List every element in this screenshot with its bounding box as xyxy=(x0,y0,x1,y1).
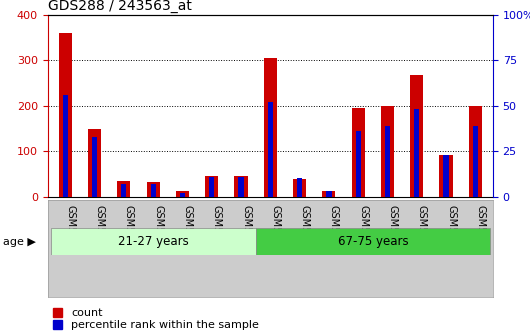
Bar xyxy=(121,184,127,197)
Text: GSM5302: GSM5302 xyxy=(124,205,134,252)
Bar xyxy=(88,129,101,197)
Text: GSM5300: GSM5300 xyxy=(65,205,75,252)
Bar xyxy=(63,95,68,197)
Text: GSM5309: GSM5309 xyxy=(299,205,310,252)
Text: GSM5312: GSM5312 xyxy=(387,205,398,252)
Bar xyxy=(59,33,72,197)
Bar xyxy=(381,106,394,197)
Bar xyxy=(180,193,185,197)
Bar xyxy=(176,191,189,197)
Text: GSM5307: GSM5307 xyxy=(241,205,251,252)
Bar xyxy=(414,110,419,197)
Bar xyxy=(209,177,214,197)
Legend: count, percentile rank within the sample: count, percentile rank within the sample xyxy=(53,308,259,330)
Text: GSM5315: GSM5315 xyxy=(475,205,485,252)
Bar xyxy=(469,106,482,197)
Text: GDS288 / 243563_at: GDS288 / 243563_at xyxy=(48,0,191,13)
Text: GSM5314: GSM5314 xyxy=(446,205,456,252)
Bar xyxy=(356,131,361,197)
Bar xyxy=(385,126,390,197)
Bar xyxy=(473,126,478,197)
Bar xyxy=(264,58,277,197)
Bar xyxy=(255,228,490,255)
Bar xyxy=(151,184,156,197)
Bar xyxy=(444,155,449,197)
Text: GSM5310: GSM5310 xyxy=(329,205,339,252)
Text: GSM5305: GSM5305 xyxy=(182,205,192,252)
Text: GSM5303: GSM5303 xyxy=(153,205,163,252)
Text: GSM5301: GSM5301 xyxy=(94,205,104,252)
Bar xyxy=(238,177,244,197)
Bar xyxy=(234,176,248,197)
Bar xyxy=(351,108,365,197)
Bar xyxy=(51,228,255,255)
Bar xyxy=(410,75,423,197)
Text: GSM5308: GSM5308 xyxy=(270,205,280,252)
Bar xyxy=(297,178,302,197)
Text: 67-75 years: 67-75 years xyxy=(338,236,408,248)
Bar xyxy=(293,179,306,197)
Text: 21-27 years: 21-27 years xyxy=(118,236,189,248)
Bar xyxy=(205,176,218,197)
Bar xyxy=(92,137,97,197)
Text: GSM5311: GSM5311 xyxy=(358,205,368,252)
Bar xyxy=(117,181,130,197)
Text: age ▶: age ▶ xyxy=(3,237,36,247)
Bar xyxy=(439,155,453,197)
Bar xyxy=(268,102,273,197)
Bar xyxy=(326,191,331,197)
Bar xyxy=(147,182,160,197)
Bar xyxy=(322,191,335,197)
Text: GSM5313: GSM5313 xyxy=(417,205,427,252)
Text: GSM5306: GSM5306 xyxy=(211,205,222,252)
